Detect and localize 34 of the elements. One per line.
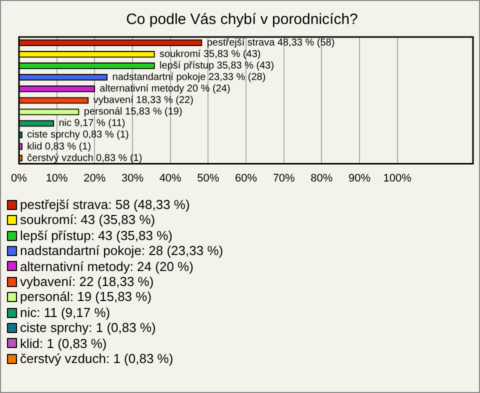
legend-label: pestřejší strava: 58 (48,33 %) xyxy=(20,197,190,212)
legend-label: vybavení: 22 (18,33 %) xyxy=(20,274,154,290)
data-label: vybavení 18,33 % (22) xyxy=(93,95,194,106)
data-label: klid 0,83 % (1) xyxy=(27,141,92,152)
legend-label: personál: 19 (15,83 %) xyxy=(20,289,152,305)
data-label: nic 9,17 % (11) xyxy=(58,118,126,130)
data-label: pestřejší strava 48,33 % (58) xyxy=(206,38,335,49)
data-label: lepší přístup 35,83 % (43) xyxy=(160,60,274,72)
x-tick-label: 20% xyxy=(84,172,106,184)
data-label: ciste sprchy 0,83 % (1) xyxy=(27,130,129,141)
x-tick-label: 100% xyxy=(383,172,412,184)
data-label: personál 15,83 % (19) xyxy=(84,106,182,118)
data-label: čerstvý vzduch 0,83 % (1) xyxy=(27,152,142,164)
legend-label: čerstvý vzduch: 1 (0,83 %) xyxy=(20,351,174,366)
legend-label: nadstandartní pokoje: 28 (23,33 %) xyxy=(20,243,224,259)
x-tick-label: 10% xyxy=(46,172,68,184)
x-tick-label: 60% xyxy=(234,172,258,184)
x-tick-label: 40% xyxy=(159,172,182,184)
chart-title: Co podle Vás chybí v porodnicích? xyxy=(126,11,358,28)
x-tick-label: 80% xyxy=(310,172,333,184)
legend-label: klid: 1 (0,83 %) xyxy=(20,336,107,352)
legend-label: soukromí: 43 (35,83 %) xyxy=(20,212,156,228)
legend-label: alternativní metody: 24 (20 %) xyxy=(20,258,194,274)
x-tick-label: 90% xyxy=(348,172,371,184)
data-label: soukromí 35,83 % (43) xyxy=(160,49,261,60)
legend-label: ciste sprchy: 1 (0,83 %) xyxy=(20,320,156,336)
x-tick-label: 70% xyxy=(272,172,296,184)
legend-label: nic: 11 (9,17 %) xyxy=(20,304,110,320)
legend-label: lepší přístup: 43 (35,83 %) xyxy=(20,228,172,244)
x-tick-label: 0% xyxy=(11,172,28,184)
x-tick-label: 30% xyxy=(121,172,144,184)
data-label: alternativní metody 20 % (24) xyxy=(100,84,230,95)
x-tick-label: 50% xyxy=(197,172,220,184)
data-label: nadstandartní pokoje 23,33 % (28) xyxy=(112,72,266,84)
